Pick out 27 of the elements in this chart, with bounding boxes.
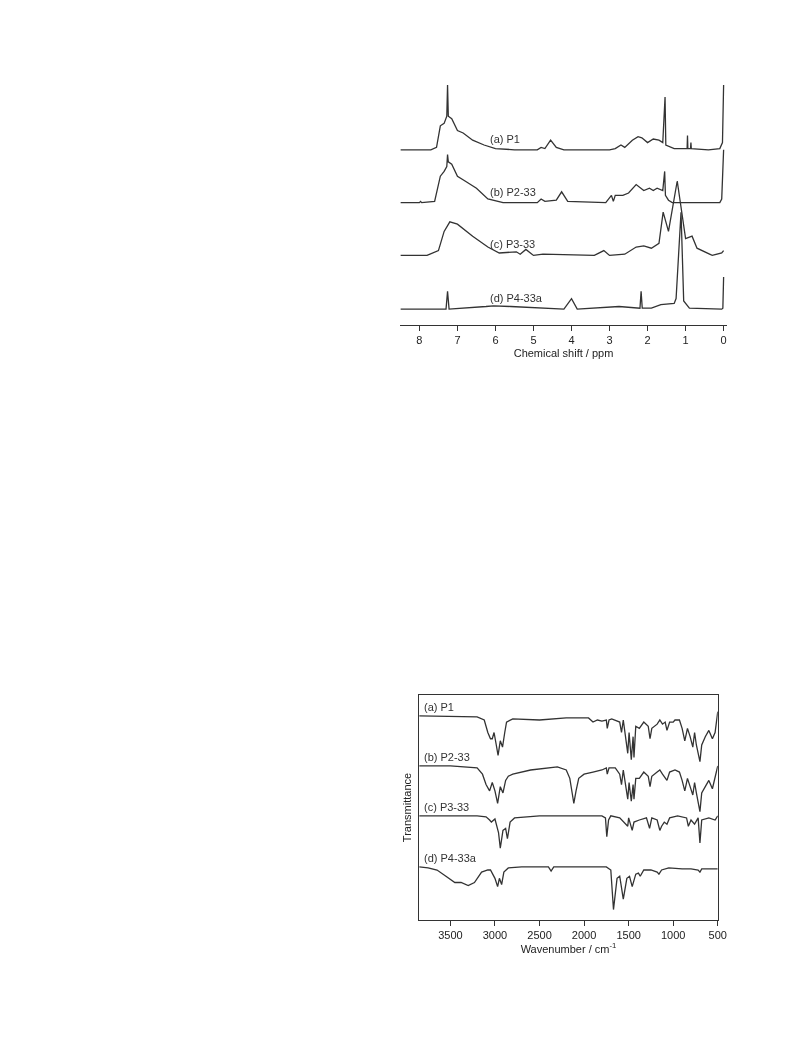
y-axis-title: Transmittance — [400, 772, 413, 843]
x-tick-label: 3000 — [482, 929, 508, 942]
series-label: (b) P2-33 — [490, 186, 536, 198]
series-label: (b) P2-33 — [424, 751, 470, 763]
x-tick-label: 4 — [568, 334, 575, 347]
x-tick-label: 0 — [720, 334, 727, 347]
x-tick-label: 3 — [606, 334, 613, 347]
series-label: (c) P3-33 — [490, 238, 536, 250]
series-label: (a) P1 — [424, 701, 454, 713]
x-tick-label: 5 — [530, 334, 537, 347]
x-tick-label: 8 — [416, 334, 423, 347]
series-label: (d) P4-33a — [490, 292, 543, 304]
x-tick-label: 6 — [492, 334, 499, 347]
x-tick-label: 1000 — [660, 929, 686, 942]
x-tick-label: 7 — [454, 334, 461, 347]
x-axis-title: Wavenumber / cm$^{-1}$ — [520, 941, 617, 955]
series-label: (d) P4-33a — [424, 852, 477, 864]
x-tick-label: 3500 — [438, 929, 463, 942]
x-tick-label: 2500 — [527, 929, 552, 942]
x-tick-label: 2 — [644, 334, 651, 347]
x-tick-label: 2000 — [571, 929, 597, 942]
x-tick-label: 1500 — [616, 929, 641, 942]
series-label: (c) P3-33 — [424, 801, 470, 813]
x-axis-title: Chemical shift / ppm — [513, 347, 614, 360]
x-tick-label: 500 — [708, 929, 727, 942]
series-label: (a) P1 — [490, 133, 520, 145]
x-tick-label: 1 — [682, 334, 689, 347]
